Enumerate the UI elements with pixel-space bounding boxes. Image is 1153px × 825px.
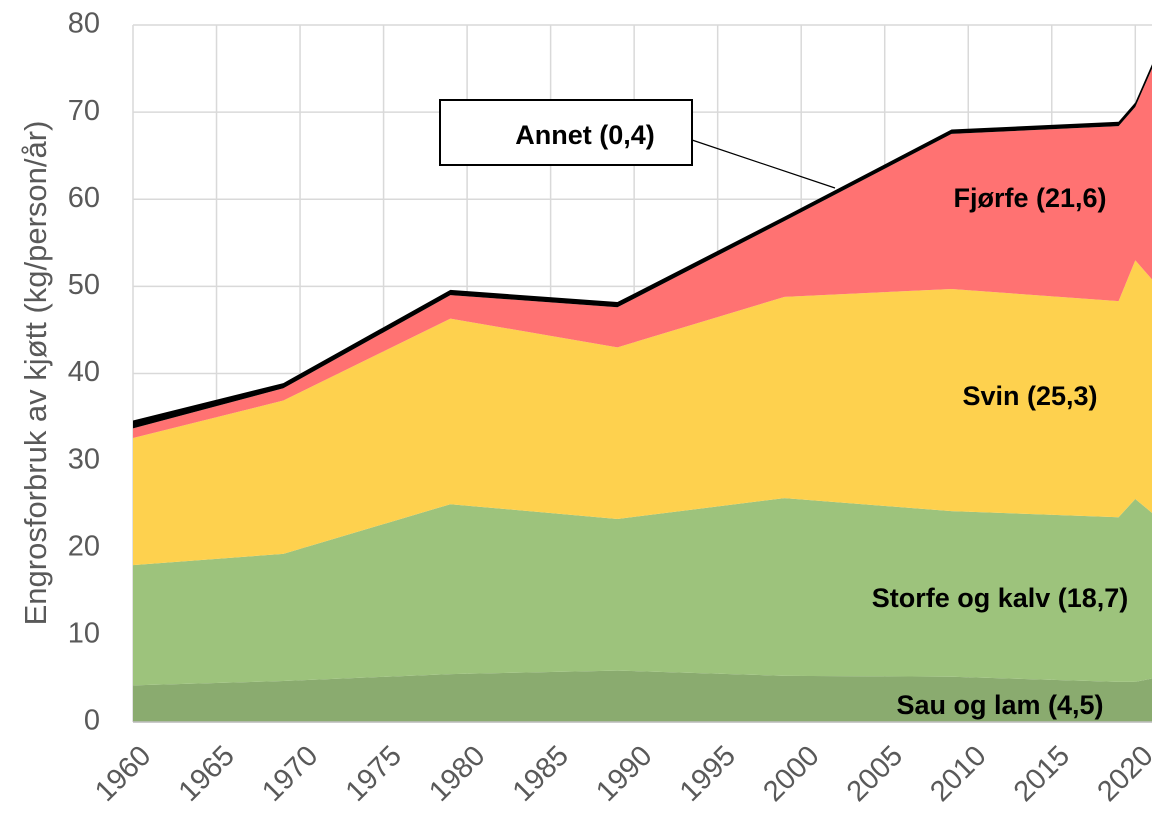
y-tick-label: 10 bbox=[68, 618, 100, 650]
series-label: Fjørfe (21,6) bbox=[953, 183, 1106, 213]
y-tick-label: 40 bbox=[68, 356, 100, 388]
x-tick-label: 1975 bbox=[340, 740, 408, 808]
x-tick-label: 1995 bbox=[674, 740, 742, 808]
area bbox=[133, 260, 1152, 566]
x-tick-label: 1965 bbox=[173, 740, 241, 808]
x-tick-label: 2020 bbox=[1091, 740, 1153, 808]
x-tick-label: 2010 bbox=[924, 740, 992, 808]
x-tick-label: 1960 bbox=[89, 740, 157, 808]
y-tick-label: 80 bbox=[68, 8, 100, 40]
series-label: Sau og lam (4,5) bbox=[896, 690, 1103, 720]
area bbox=[133, 68, 1152, 438]
series-label: Storfe og kalv (18,7) bbox=[872, 583, 1129, 613]
x-tick-label: 2015 bbox=[1008, 740, 1076, 808]
y-axis-label: Engrosforbruk av kjøtt (kg/person/år) bbox=[18, 121, 53, 626]
y-tick-label: 30 bbox=[68, 443, 100, 475]
x-tick-label: 1990 bbox=[590, 740, 658, 808]
y-tick-label: 60 bbox=[68, 182, 100, 214]
area bbox=[133, 670, 1152, 722]
label-box bbox=[439, 99, 693, 166]
y-tick-label: 50 bbox=[68, 269, 100, 301]
x-tick-label: 1970 bbox=[256, 740, 324, 808]
x-tick-label: 2005 bbox=[841, 740, 909, 808]
y-tick-label: 0 bbox=[84, 705, 100, 737]
area bbox=[133, 498, 1152, 686]
x-tick-label: 1985 bbox=[507, 740, 575, 808]
y-tick-label: 70 bbox=[68, 95, 100, 127]
y-tick-label: 20 bbox=[68, 530, 100, 562]
leader-line bbox=[691, 139, 836, 189]
series-label: Annet (0,4) bbox=[515, 120, 655, 150]
x-tick-label: 1980 bbox=[423, 740, 491, 808]
x-tick-label: 2000 bbox=[757, 740, 825, 808]
series-label: Svin (25,3) bbox=[962, 381, 1097, 411]
